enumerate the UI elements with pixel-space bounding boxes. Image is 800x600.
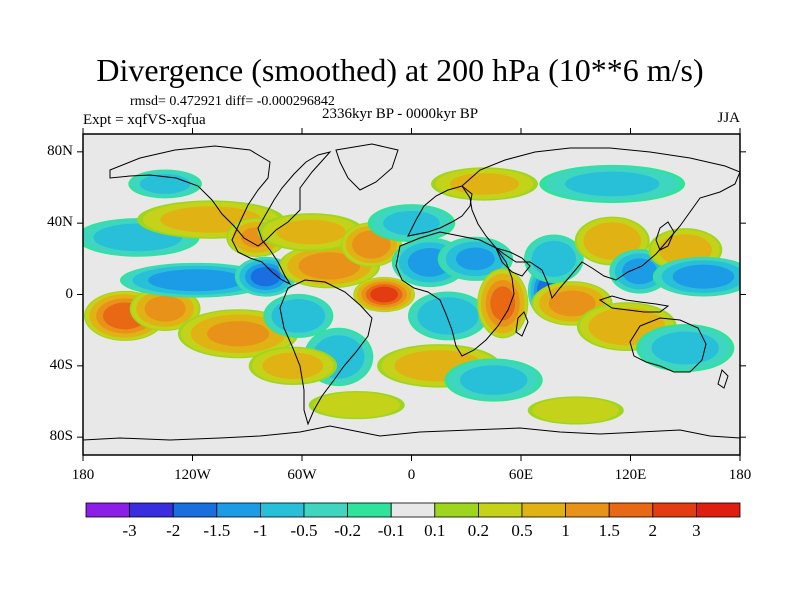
- colorbar-label: 0.1: [424, 521, 446, 540]
- colorbar-label: -0.2: [334, 521, 362, 540]
- colorbar-swatch: [434, 502, 479, 518]
- lat-tick-label: 80N: [47, 142, 73, 159]
- anomaly-blob: [353, 276, 415, 313]
- lat-tick-label: 0: [65, 285, 74, 302]
- contour-level: [313, 392, 400, 418]
- colorbar-swatch: [608, 502, 654, 518]
- contour-level: [271, 299, 326, 333]
- colorbar-label: -0.1: [377, 521, 405, 540]
- anomaly-blob: [129, 286, 201, 332]
- lon-tick-label: 180: [71, 467, 95, 483]
- anomaly-blob: [308, 390, 405, 420]
- contour-level: [207, 321, 270, 347]
- colorbar-swatch: [565, 502, 610, 518]
- anomaly-blob: [652, 256, 740, 297]
- colorbar-swatch: [477, 502, 523, 518]
- anomaly-blob: [128, 169, 202, 199]
- colorbar-swatch: [390, 502, 436, 518]
- contour-level: [532, 397, 619, 424]
- lon-tick-label: 60E: [508, 467, 534, 483]
- colorbar-swatch: [129, 502, 174, 518]
- contour-level: [148, 269, 245, 292]
- lat-tick-label: 80S: [49, 428, 73, 445]
- contour-level: [352, 230, 391, 259]
- anomaly-blob: [444, 358, 543, 402]
- lon-tick-label: 60W: [287, 467, 317, 483]
- colorbar-label: -1.5: [203, 521, 231, 540]
- anomaly-blob: [437, 236, 514, 281]
- anomaly-blob: [119, 262, 273, 298]
- lon-tick-label: 120W: [174, 467, 211, 483]
- contour-level: [417, 297, 479, 335]
- colorbar-swatch: [652, 502, 697, 518]
- contour-level: [455, 247, 495, 271]
- contour-level: [276, 219, 346, 245]
- colorbar-label: 0.5: [511, 521, 533, 540]
- contour-level: [449, 173, 520, 195]
- contour-level: [262, 352, 324, 380]
- contour-level: [144, 295, 186, 322]
- anomaly-blob: [523, 234, 584, 284]
- colorbar-swatch: [521, 502, 566, 518]
- colorbar-label: -2: [166, 521, 181, 540]
- coastlines: [83, 143, 740, 441]
- anomaly-blob: [539, 164, 686, 203]
- colorbar-swatch: [303, 502, 348, 518]
- chart-title: Divergence (smoothed) at 200 hPa (10**6 …: [96, 52, 704, 88]
- colorbar-swatch: [696, 502, 741, 518]
- anomaly-blob: [477, 268, 529, 339]
- anomaly-blob: [431, 167, 538, 201]
- anomaly-blob: [234, 256, 297, 297]
- contour-level: [565, 171, 660, 197]
- colorbar-label: 0.2: [467, 521, 490, 540]
- contour-level: [298, 252, 361, 280]
- colorbar-swatch: [216, 502, 261, 518]
- contour-level: [651, 331, 719, 365]
- period-label: 2336kyr BP - 0000kyr BP: [322, 106, 479, 122]
- colorbar-label: -0.5: [290, 521, 318, 540]
- anomaly-blob: [367, 204, 456, 243]
- contour-level: [459, 365, 528, 395]
- lat-tick-label: 40N: [47, 214, 73, 231]
- colorbar-label: 3: [692, 521, 701, 540]
- contour-level: [531, 240, 577, 277]
- colorbar-swatch: [259, 502, 305, 518]
- divergence-field: [83, 164, 740, 425]
- colorbar-swatch: [347, 502, 392, 518]
- anomaly-blob: [340, 222, 402, 267]
- experiment-label: Expt = xqfVS-xqfua: [83, 112, 206, 128]
- colorbar-label: -3: [122, 521, 137, 540]
- colorbar-swatch: [172, 502, 218, 518]
- season-label: JJA: [717, 110, 740, 126]
- axis-ticks: [77, 128, 746, 461]
- contour-level: [621, 258, 658, 285]
- colorbar: [85, 502, 741, 518]
- stats-line: rmsd= 0.472921 diff= -0.000296842: [130, 94, 335, 109]
- anomaly-blob: [527, 396, 624, 425]
- contour-level: [370, 286, 399, 303]
- contour-level: [583, 222, 641, 260]
- lon-tick-label: 180: [728, 467, 752, 483]
- anomaly-blob: [407, 291, 489, 341]
- contour-level: [548, 290, 596, 317]
- colorbar-swatch: [85, 502, 130, 518]
- colorbar-label: 1: [561, 521, 570, 540]
- lon-tick-label: 0: [407, 467, 416, 483]
- anomaly-blob: [609, 249, 670, 294]
- anomaly-blob: [636, 324, 735, 372]
- lon-tick-label: 120E: [614, 467, 647, 483]
- colorbar-label: 1.5: [598, 521, 620, 540]
- contour-level: [383, 210, 440, 236]
- lat-tick-label: 40S: [49, 356, 73, 373]
- contour-level: [250, 266, 281, 287]
- colorbar-label: 2: [648, 521, 658, 540]
- anomaly-blob: [248, 346, 338, 386]
- contour-level: [672, 264, 735, 289]
- colorbar-label: -1: [253, 521, 268, 540]
- contour-level: [490, 286, 516, 321]
